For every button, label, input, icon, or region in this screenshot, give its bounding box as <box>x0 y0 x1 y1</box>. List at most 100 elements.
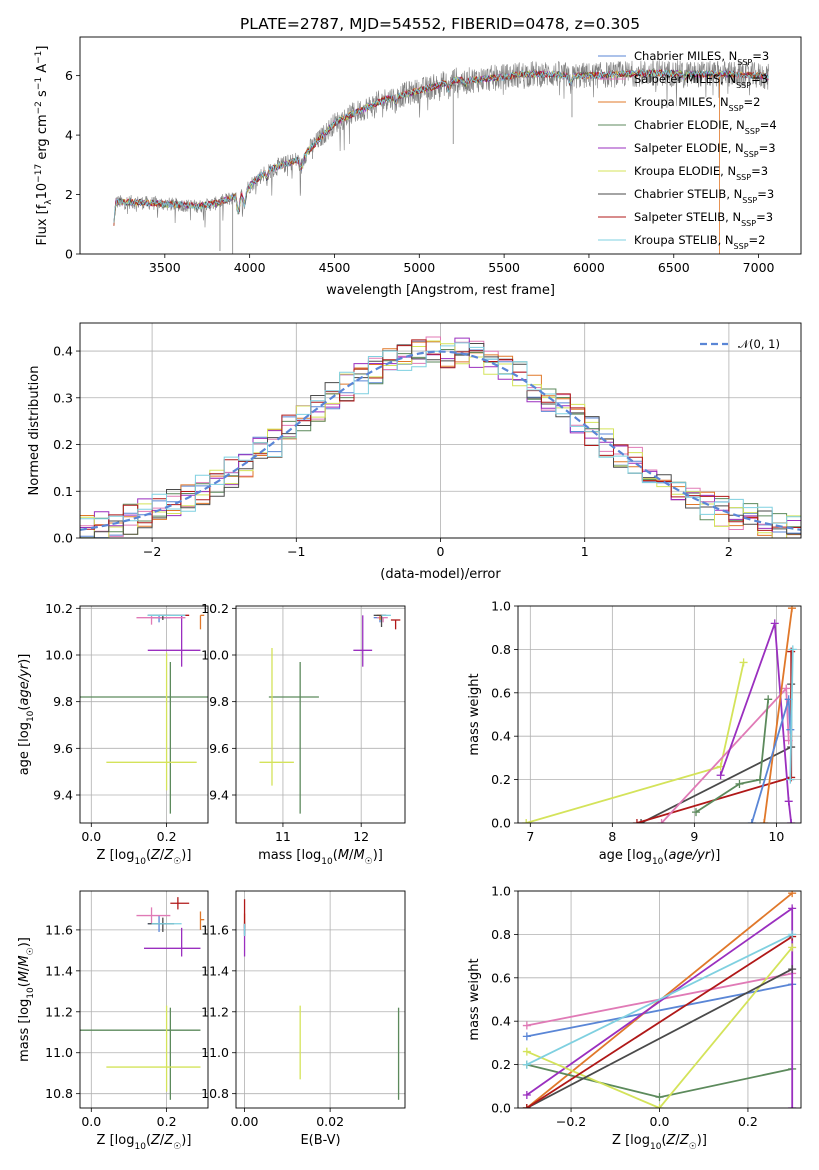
errorbar-point <box>199 911 205 930</box>
y-axis-label: mass [log10(M/M☉)] <box>17 937 36 1062</box>
y-tick-label: 10.0 <box>201 648 229 663</box>
y-tick-label: 0.3 <box>53 390 73 405</box>
series-line <box>526 968 793 1108</box>
x-tick-label: 2 <box>725 544 733 559</box>
data-point <box>788 930 797 939</box>
data-point <box>735 779 744 788</box>
x-tick-label: 0.0 <box>81 829 101 844</box>
y-tick-label: 11.0 <box>45 1045 73 1060</box>
series-line <box>525 662 745 823</box>
x-tick-label: 4000 <box>234 260 266 275</box>
y-tick-label: 0.8 <box>491 927 511 942</box>
x-axis-label: (data-model)/error <box>380 567 501 582</box>
legend-entry: Salpeter STELIB, NSSP=3 <box>634 210 773 228</box>
x-tick-label: 6000 <box>573 260 605 275</box>
y-tick-label: 11.4 <box>201 963 229 978</box>
errorbar-point <box>390 619 401 630</box>
data-point <box>522 1060 531 1069</box>
data-point <box>522 1032 531 1041</box>
x-tick-label: −1 <box>287 544 305 559</box>
x-tick-label: 9 <box>690 829 698 844</box>
errorbar-point <box>353 615 373 667</box>
axes-frame <box>79 36 802 255</box>
plot-area <box>80 897 205 1100</box>
errorbar-point <box>199 614 205 630</box>
y-tick-label: 0.4 <box>491 729 511 744</box>
data-point <box>788 904 797 913</box>
data-point <box>655 1093 664 1102</box>
panel-mass_vs_ebv: 0.00 0.02 10.8 11.0 11.2 11.4 11.6 <box>201 890 406 1129</box>
y-tick-label: 0.2 <box>491 772 511 787</box>
y-tick-label: 10.8 <box>201 1086 229 1101</box>
data-point <box>692 808 701 817</box>
errorbar-point <box>80 1007 201 1100</box>
y-tick-label: 0.6 <box>491 685 511 700</box>
data-point <box>764 695 773 704</box>
series-normal-curve <box>80 350 801 531</box>
series-mass-weight <box>760 606 796 823</box>
data-point <box>787 819 796 823</box>
y-tick-label: 0.2 <box>53 437 73 452</box>
y-tick-label: 10.0 <box>45 648 73 663</box>
y-tick-label: 9.6 <box>53 741 73 756</box>
data-point <box>632 819 641 823</box>
y-tick-label: 1.0 <box>491 599 511 614</box>
plot-area <box>80 614 208 814</box>
data-point <box>637 819 646 823</box>
spectrum-legend: Chabrier MILES, NSSP=3 Salpeter MILES, NS… <box>598 49 777 251</box>
y-tick-label: 9.8 <box>209 694 229 709</box>
x-tick-label: 0.00 <box>231 1114 259 1129</box>
plot-area <box>259 614 401 814</box>
x-tick-label: 8 <box>608 829 616 844</box>
y-tick-label: 4 <box>65 128 73 143</box>
data-point <box>787 606 796 613</box>
data-point <box>788 965 797 974</box>
errorbar-point <box>259 648 294 786</box>
series-model-spectrum <box>113 68 769 226</box>
panel-mass_weight_vs_age: 7 8 9 10 0.0 0.2 0.4 0.6 0.8 1.0 age [log10(age/yr… <box>467 599 802 867</box>
x-tick-label: 0.2 <box>157 829 177 844</box>
x-tick-label: −2 <box>143 544 161 559</box>
series-mass-weight <box>522 943 797 1108</box>
series-line <box>695 699 770 813</box>
y-tick-label: 10.2 <box>45 601 73 616</box>
series-mass-weight <box>522 930 797 1069</box>
plot-area <box>243 899 400 1100</box>
y-axis-label: Flux [fλ10−17 erg cm−2 s−1 A−1] <box>34 46 54 246</box>
series-line <box>750 699 792 823</box>
y-tick-label: 11.2 <box>45 1004 73 1019</box>
series-model-spectrum <box>113 69 769 223</box>
axes-frame <box>79 605 209 824</box>
x-axis-label: age [log10(age/yr)] <box>599 848 721 867</box>
x-tick-label: 10 <box>768 829 784 844</box>
legend-entry: Chabrier MILES, NSSP=3 <box>634 49 769 67</box>
plot-area <box>522 606 797 823</box>
data-point <box>755 775 764 784</box>
series-mass-weight <box>786 645 797 784</box>
legend-entry: Chabrier ELODIE, NSSP=4 <box>634 118 777 136</box>
x-tick-label: 7000 <box>743 260 775 275</box>
legend-entry: Kroupa MILES, NSSP=2 <box>634 95 760 113</box>
series-line <box>763 608 793 823</box>
y-tick-label: 10.2 <box>201 601 229 616</box>
y-tick-label: 11.2 <box>201 1004 229 1019</box>
figure-title: PLATE=2787, MJD=54552, FIBERID=0478, z=0… <box>240 15 640 33</box>
panel-mass_vs_Z: 0.0 0.2 10.8 11.0 11.2 11.4 11.6 Z [log10(Z/Z☉)… <box>17 890 209 1152</box>
y-tick-label: 2 <box>65 187 73 202</box>
errorbar-point <box>147 615 201 667</box>
legend-entry: Kroupa ELODIE, NSSP=3 <box>634 164 768 182</box>
y-tick-label: 0.2 <box>491 1057 511 1072</box>
data-point <box>655 1104 664 1108</box>
x-tick-label: 5500 <box>488 260 520 275</box>
data-point <box>788 645 797 654</box>
x-tick-label: 7 <box>526 829 534 844</box>
data-point <box>522 1047 531 1056</box>
errorbar-point <box>136 907 171 924</box>
data-point <box>760 819 769 823</box>
data-point <box>782 684 791 693</box>
x-tick-label: 0.0 <box>81 1114 101 1129</box>
legend-entry: Kroupa STELIB, NSSP=2 <box>634 233 765 251</box>
x-tick-label: 11 <box>275 829 291 844</box>
y-axis-label: age [log10(age/yr)] <box>17 654 36 776</box>
